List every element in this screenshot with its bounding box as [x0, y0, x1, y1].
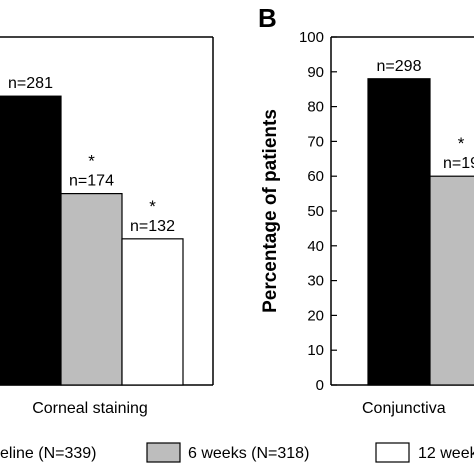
panel-b-y-tick-label: 60 — [307, 168, 324, 185]
legend-label-12-weeks: 12 week — [418, 445, 474, 462]
panel-b: B 0 10 20 30 40 50 60 70 80 90 100 n=298 n=19 * Perc… — [258, 3, 474, 417]
panel-a: n=281 n=174 * n=132 * Corneal staining — [0, 36, 214, 417]
panel-a-category-label: Corneal staining — [32, 400, 148, 417]
legend: eline (N=339) 6 weeks (N=318) 12 week — [0, 442, 474, 463]
panel-a-bar-12-weeks — [121, 238, 184, 386]
panel-b-y-tick-label: 90 — [307, 64, 324, 81]
panel-b-letter: B — [258, 3, 277, 33]
panel-b-y-tick-label: 10 — [307, 342, 324, 359]
panel-a-bar-label-12-weeks: n=132 — [130, 218, 175, 235]
panel-b-y-tick-label: 20 — [307, 307, 324, 324]
panel-a-bar-significance-12-weeks: * — [149, 197, 156, 216]
panel-a-bar-baseline — [0, 95, 62, 386]
panel-b-y-tick-label: 70 — [307, 133, 324, 150]
panel-b-bar-6-weeks — [429, 175, 474, 386]
legend-swatch-6-weeks — [146, 442, 181, 463]
panel-b-y-tick-label: 80 — [307, 99, 324, 116]
panel-b-y-axis-label: Percentage of patients — [260, 109, 281, 313]
panel-a-bar-label-6-weeks: n=174 — [69, 173, 114, 190]
legend-swatch-12-weeks — [375, 442, 410, 463]
panel-b-y-tick-label: 50 — [307, 203, 324, 220]
panel-a-bar-label-baseline: n=281 — [8, 75, 53, 92]
legend-label-baseline: eline (N=339) — [0, 445, 97, 462]
panel-b-bar-label-baseline: n=298 — [377, 58, 422, 75]
panel-b-category-label: Conjunctiva — [362, 400, 446, 417]
panel-b-bar-label-6-weeks: n=19 — [443, 155, 474, 172]
panel-b-y-tick-label: 30 — [307, 273, 324, 290]
panel-a-bar-6-weeks — [60, 193, 123, 386]
panel-b-bar-baseline — [367, 78, 431, 386]
panel-b-y-tick-label: 0 — [316, 377, 324, 394]
legend-label-6-weeks: 6 weeks (N=318) — [188, 445, 309, 462]
panel-b-bar-significance-6-weeks: * — [458, 134, 465, 153]
panel-a-bar-significance-6-weeks: * — [88, 152, 95, 171]
panel-b-y-tick-label: 100 — [299, 29, 324, 46]
panel-b-y-tick-label: 40 — [307, 238, 324, 255]
